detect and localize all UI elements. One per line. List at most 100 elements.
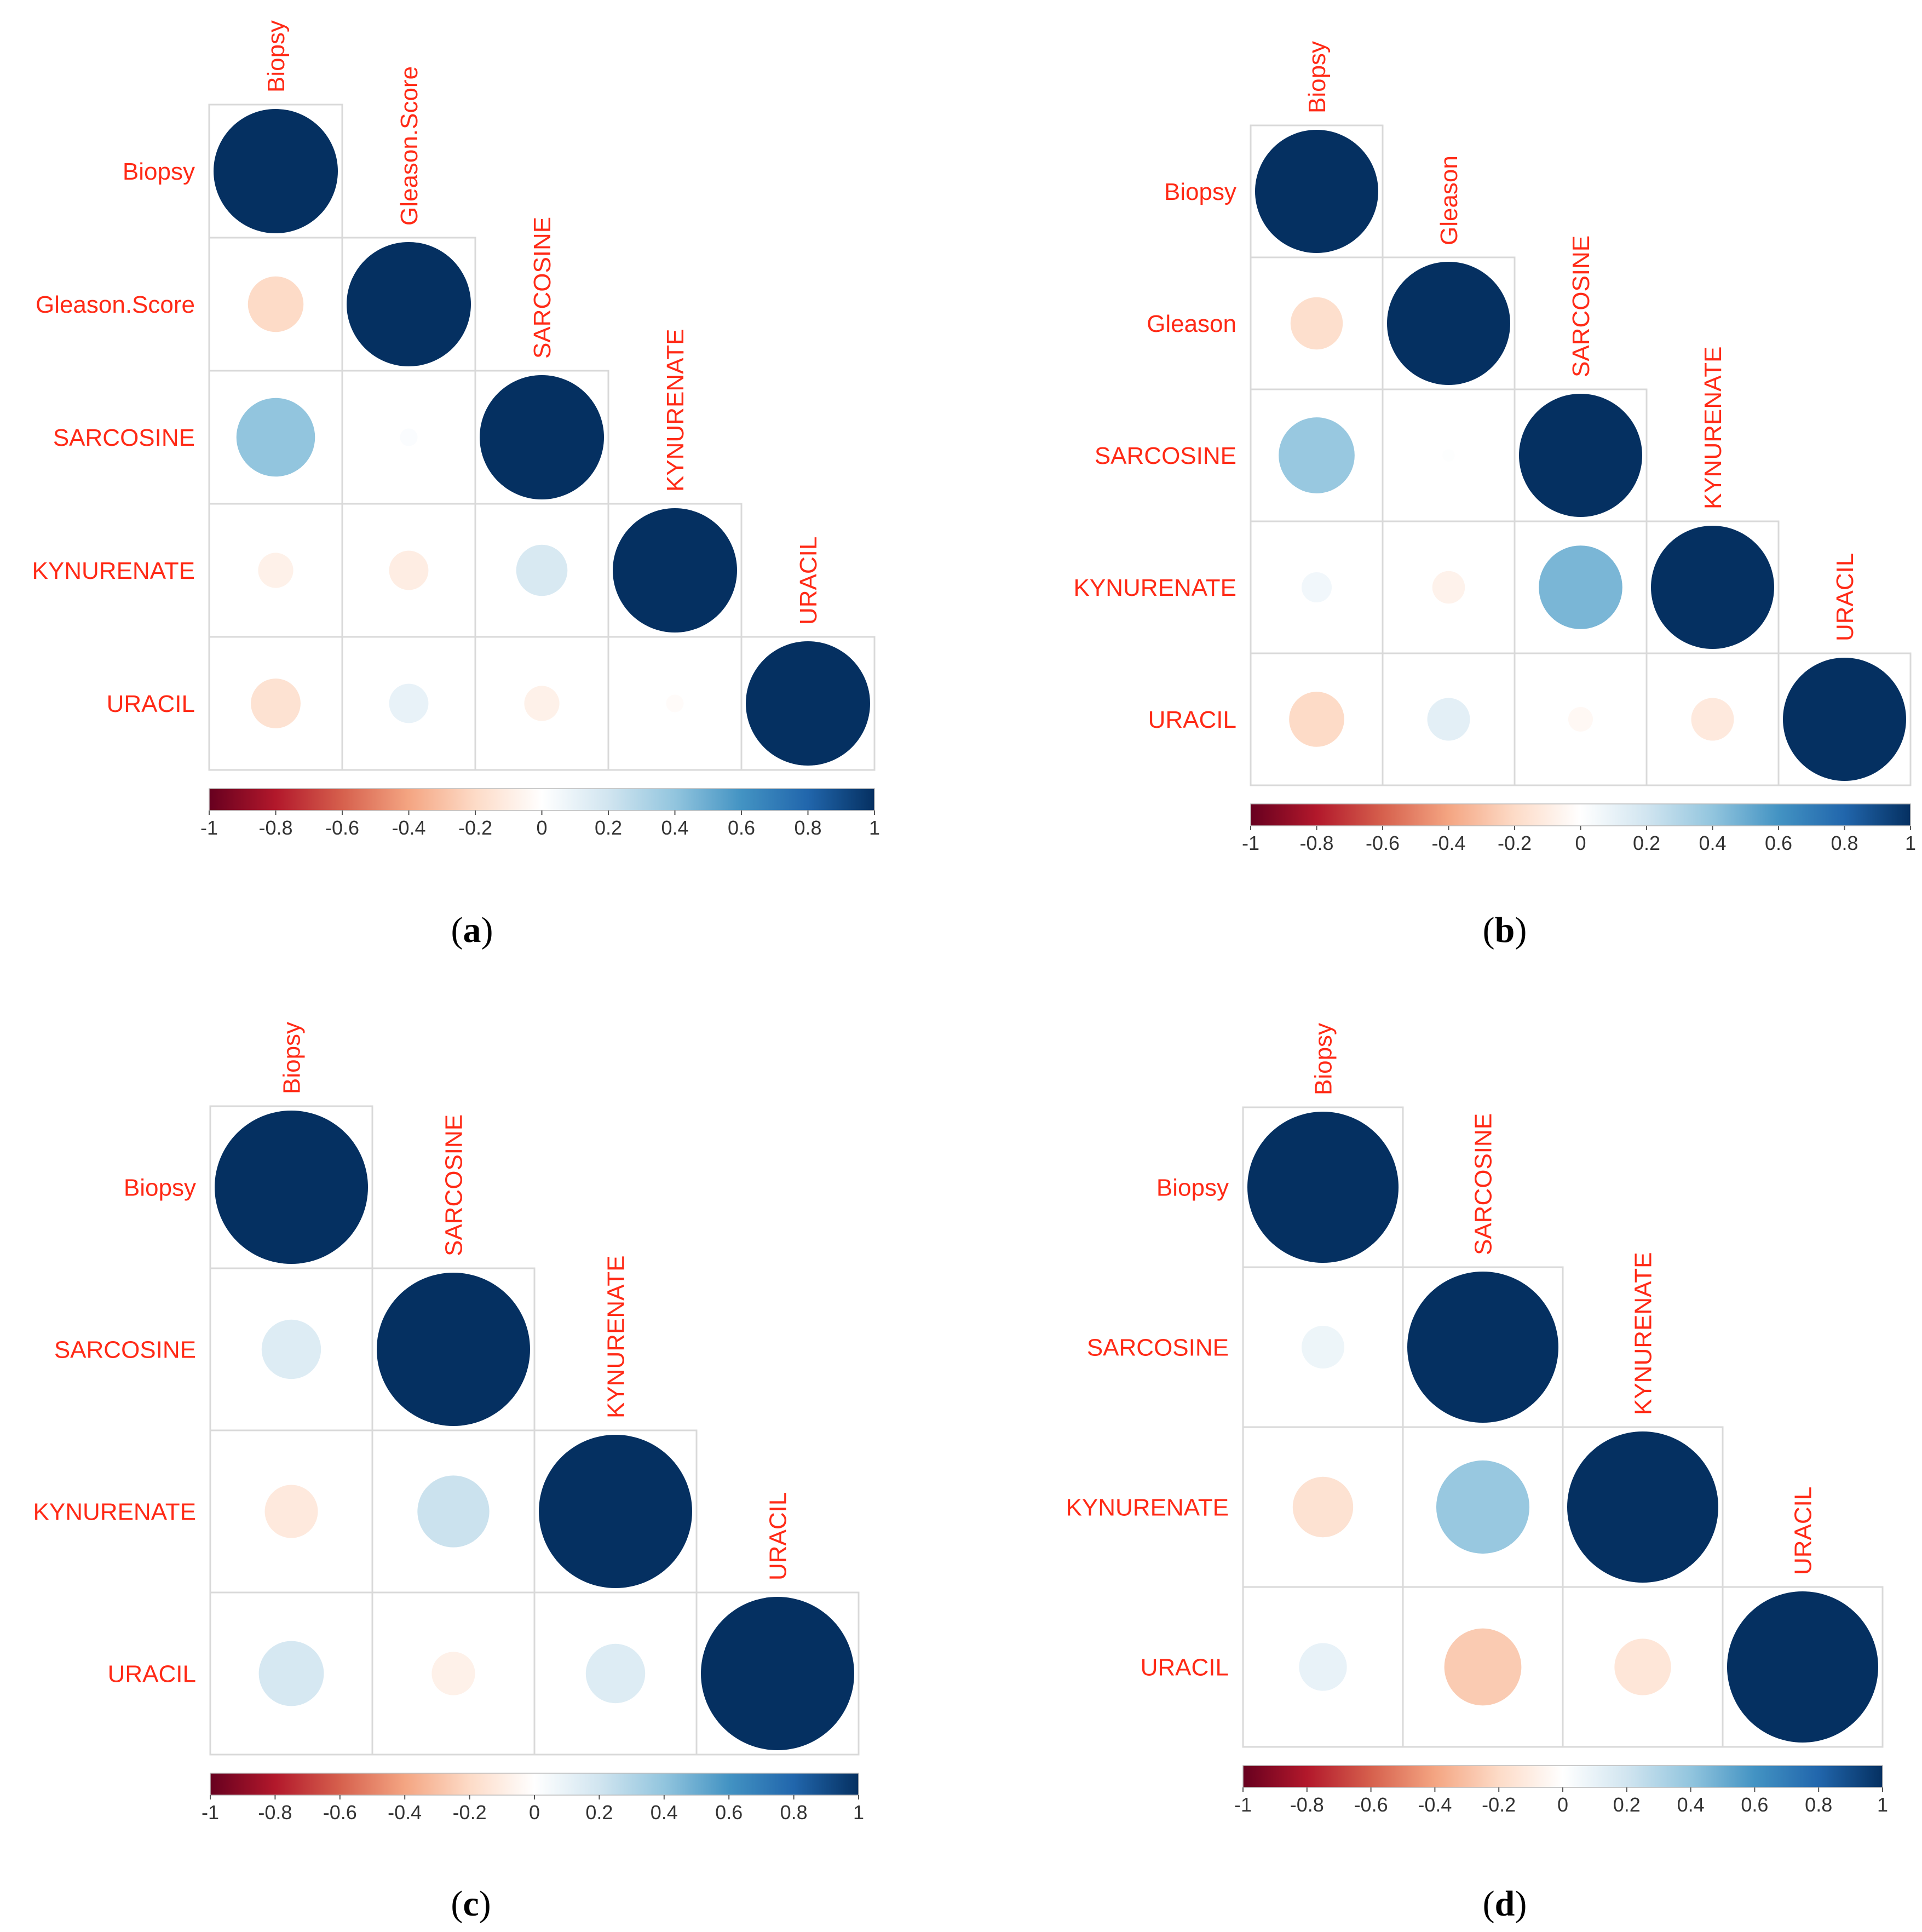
corr-circle-uracil-uracil	[746, 641, 870, 766]
colorbar-tick-label: -0.4	[392, 817, 425, 839]
colorbar-tick-label: -1	[200, 817, 218, 839]
correlation-panel-c: Biopsy SARCOSINE KYNURENATE URACIL Biopsy SAR…	[33, 1022, 864, 1924]
row-label: KYNURENATE	[32, 557, 195, 584]
corr-circle-uracil-biopsy	[1299, 1643, 1347, 1691]
column-label: SARCOSINE	[440, 1114, 467, 1256]
row-label: SARCOSINE	[1087, 1334, 1229, 1361]
row-label: Gleason	[1147, 311, 1236, 337]
grid-cell	[695, 1591, 860, 1756]
corr-circle-gleason-biopsy	[1290, 297, 1343, 350]
corr-circle-uracil-sarcosine	[1568, 707, 1593, 732]
colorbar-tick-label: -0.8	[258, 817, 292, 839]
colorbar-tick-label: -0.8	[1290, 1793, 1324, 1816]
colorbar-tick-label: -0.6	[323, 1801, 357, 1824]
colorbar-tick-label: -0.6	[325, 817, 359, 839]
column-label: SARCOSINE	[1470, 1113, 1497, 1255]
colorbar-tick-label: -0.8	[1299, 832, 1333, 854]
colorbar-tick-label: 0.8	[1805, 1793, 1832, 1816]
colorbar-tick-label: -0.6	[1354, 1793, 1388, 1816]
corr-circle-kynurenate-biopsy	[1301, 572, 1332, 603]
colorbar-tick-label: 0.8	[1831, 832, 1858, 854]
corr-circle-biopsy-biopsy	[214, 109, 338, 233]
row-label: Biopsy	[1156, 1174, 1229, 1201]
colorbar-tick-label: -0.2	[453, 1801, 487, 1824]
corr-circle-kynurenate-kynurenate	[539, 1435, 692, 1588]
corr-circle-sarcosine-sarcosine	[480, 375, 604, 499]
corr-circle-sarcosine-biopsy	[236, 398, 315, 477]
colorbar-tick-label: -0.4	[1418, 1793, 1452, 1816]
row-label: KYNURENATE	[33, 1498, 196, 1525]
colorbar-tick-label: 1	[853, 1801, 864, 1824]
corr-circle-uracil-biopsy	[1289, 692, 1344, 747]
column-label: Biopsy	[1304, 41, 1331, 113]
column-label: KYNURENATE	[602, 1256, 629, 1418]
corr-circle-kynurenate-sarcosine	[417, 1475, 490, 1548]
colorbar-tick-label: -0.2	[458, 817, 492, 839]
corr-circle-gleason-score-biopsy	[248, 276, 304, 332]
colorbar-tick-label: 0.4	[1699, 832, 1726, 854]
corr-circle-kynurenate-sarcosine	[1436, 1460, 1530, 1554]
corr-circle-biopsy-biopsy	[215, 1111, 368, 1264]
row-label: SARCOSINE	[1095, 442, 1236, 469]
row-label: URACIL	[1141, 1654, 1229, 1681]
corr-circle-kynurenate-kynurenate	[1651, 526, 1774, 649]
colorbar-tick-label: -0.4	[1431, 832, 1465, 854]
column-label: URACIL	[1789, 1487, 1816, 1575]
corr-circle-uracil-kynurenate	[1691, 698, 1734, 741]
column-label: Gleason	[1436, 156, 1463, 245]
colorbar-tick-label: -1	[1234, 1793, 1252, 1816]
corr-circle-uracil-sarcosine	[1444, 1628, 1522, 1706]
corr-circle-gleason-score-gleason-score	[347, 242, 471, 366]
colorbar-tick-label: 0	[536, 817, 547, 839]
column-label: KYNURENATE	[1700, 347, 1727, 509]
corr-circle-kynurenate-kynurenate	[1567, 1431, 1718, 1583]
colorbar-tick-label: 0.6	[715, 1801, 743, 1824]
column-label: KYNURENATE	[662, 329, 689, 492]
column-label: URACIL	[1832, 553, 1858, 641]
colorbar-tick-label: 0.2	[585, 1801, 613, 1824]
row-label: URACIL	[108, 1660, 196, 1687]
corr-circle-uracil-uracil	[1727, 1591, 1878, 1743]
colorbar-tick-label: 0	[1575, 832, 1586, 854]
corr-circle-uracil-kynurenate	[666, 694, 684, 712]
corr-circle-sarcosine-sarcosine	[1519, 394, 1642, 517]
corr-circle-sarcosine-sarcosine	[1407, 1272, 1558, 1423]
colorbar	[209, 788, 875, 811]
column-label: KYNURENATE	[1630, 1252, 1656, 1415]
corr-circle-uracil-uracil	[701, 1597, 854, 1750]
corr-circle-uracil-uracil	[1783, 658, 1906, 781]
column-label: Biopsy	[278, 1022, 305, 1094]
row-label: Biopsy	[1164, 179, 1236, 205]
corr-circle-uracil-sarcosine	[524, 686, 560, 721]
corr-circle-kynurenate-gleason	[1432, 571, 1465, 604]
column-label: URACIL	[764, 1492, 791, 1580]
colorbar-tick-label: 0.4	[651, 1801, 678, 1824]
colorbar-tick-label: 0.2	[595, 817, 622, 839]
row-label: URACIL	[107, 691, 195, 717]
grid-cell	[1722, 1586, 1884, 1748]
corr-circle-kynurenate-gleason-score	[389, 550, 429, 590]
corr-circle-sarcosine-sarcosine	[377, 1273, 530, 1426]
corr-circle-sarcosine-biopsy	[261, 1319, 321, 1379]
corr-circle-uracil-gleason-score	[389, 683, 429, 723]
corr-circle-uracil-biopsy	[251, 679, 301, 728]
panel-caption: (b)	[1483, 910, 1527, 950]
grid-cell	[1777, 652, 1912, 786]
row-label: Gleason.Score	[36, 291, 195, 318]
corr-circle-kynurenate-biopsy	[264, 1485, 318, 1538]
correlation-panel-b: Biopsy Gleason SARCOSINE KYNURENATE URACIL Bi…	[1074, 41, 1916, 950]
corr-circle-kynurenate-sarcosine	[516, 544, 568, 596]
colorbar	[1250, 803, 1911, 826]
row-label: Biopsy	[124, 1174, 196, 1201]
colorbar-tick-label: 1	[1905, 832, 1916, 854]
corr-circle-biopsy-biopsy	[1247, 1112, 1399, 1263]
row-label: SARCOSINE	[54, 1336, 196, 1363]
panel-caption: (a)	[451, 910, 493, 950]
colorbar-tick-label: 1	[869, 817, 880, 839]
colorbar-tick-label: 0.6	[1741, 1793, 1768, 1816]
colorbar-tick-label: -1	[1242, 832, 1259, 854]
grid-cell	[740, 636, 876, 771]
colorbar-tick-label: -0.2	[1498, 832, 1532, 854]
corr-circle-kynurenate-biopsy	[258, 553, 294, 588]
corr-circle-sarcosine-biopsy	[1279, 417, 1355, 493]
